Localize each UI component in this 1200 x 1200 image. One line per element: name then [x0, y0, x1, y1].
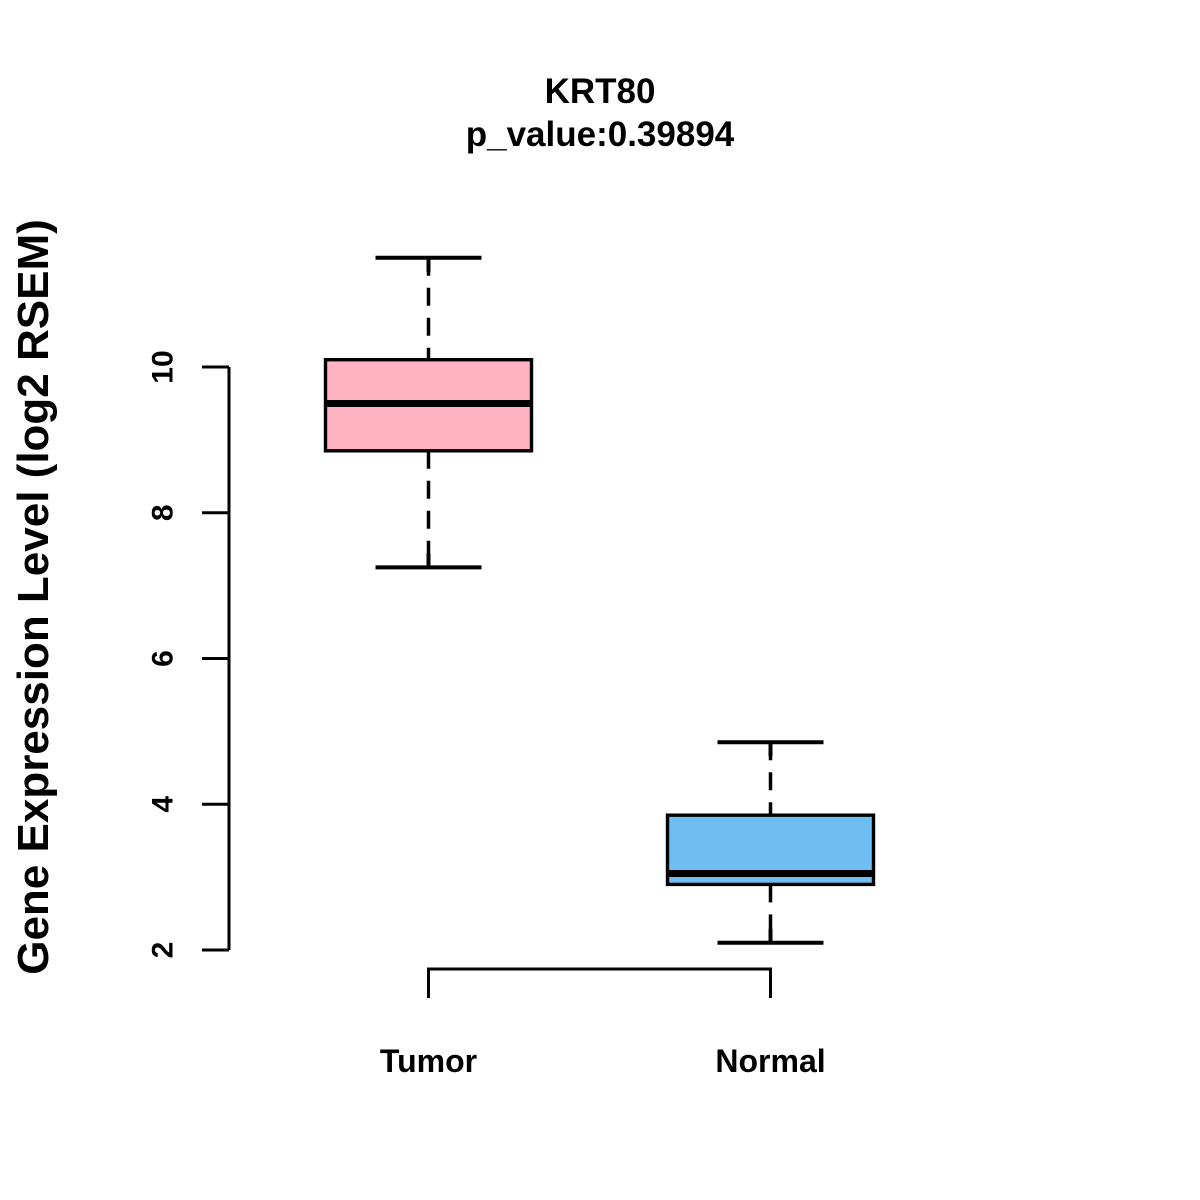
y-tick-label: 2 [147, 942, 180, 959]
chart-subtitle: p_value:0.39894 [465, 115, 735, 154]
chart-title: KRT80 [544, 72, 656, 111]
x-category-label-tumor: Tumor [380, 1043, 477, 1079]
y-tick-label: 4 [147, 796, 180, 813]
x-category-label-normal: Normal [715, 1043, 825, 1079]
title-block: KRT80 p_value:0.39894 [0, 72, 1200, 158]
y-tick-label: 8 [147, 504, 180, 521]
y-tick-label: 10 [147, 350, 180, 383]
comparison-bracket [427, 967, 772, 998]
y-tick-label: 6 [147, 650, 180, 667]
